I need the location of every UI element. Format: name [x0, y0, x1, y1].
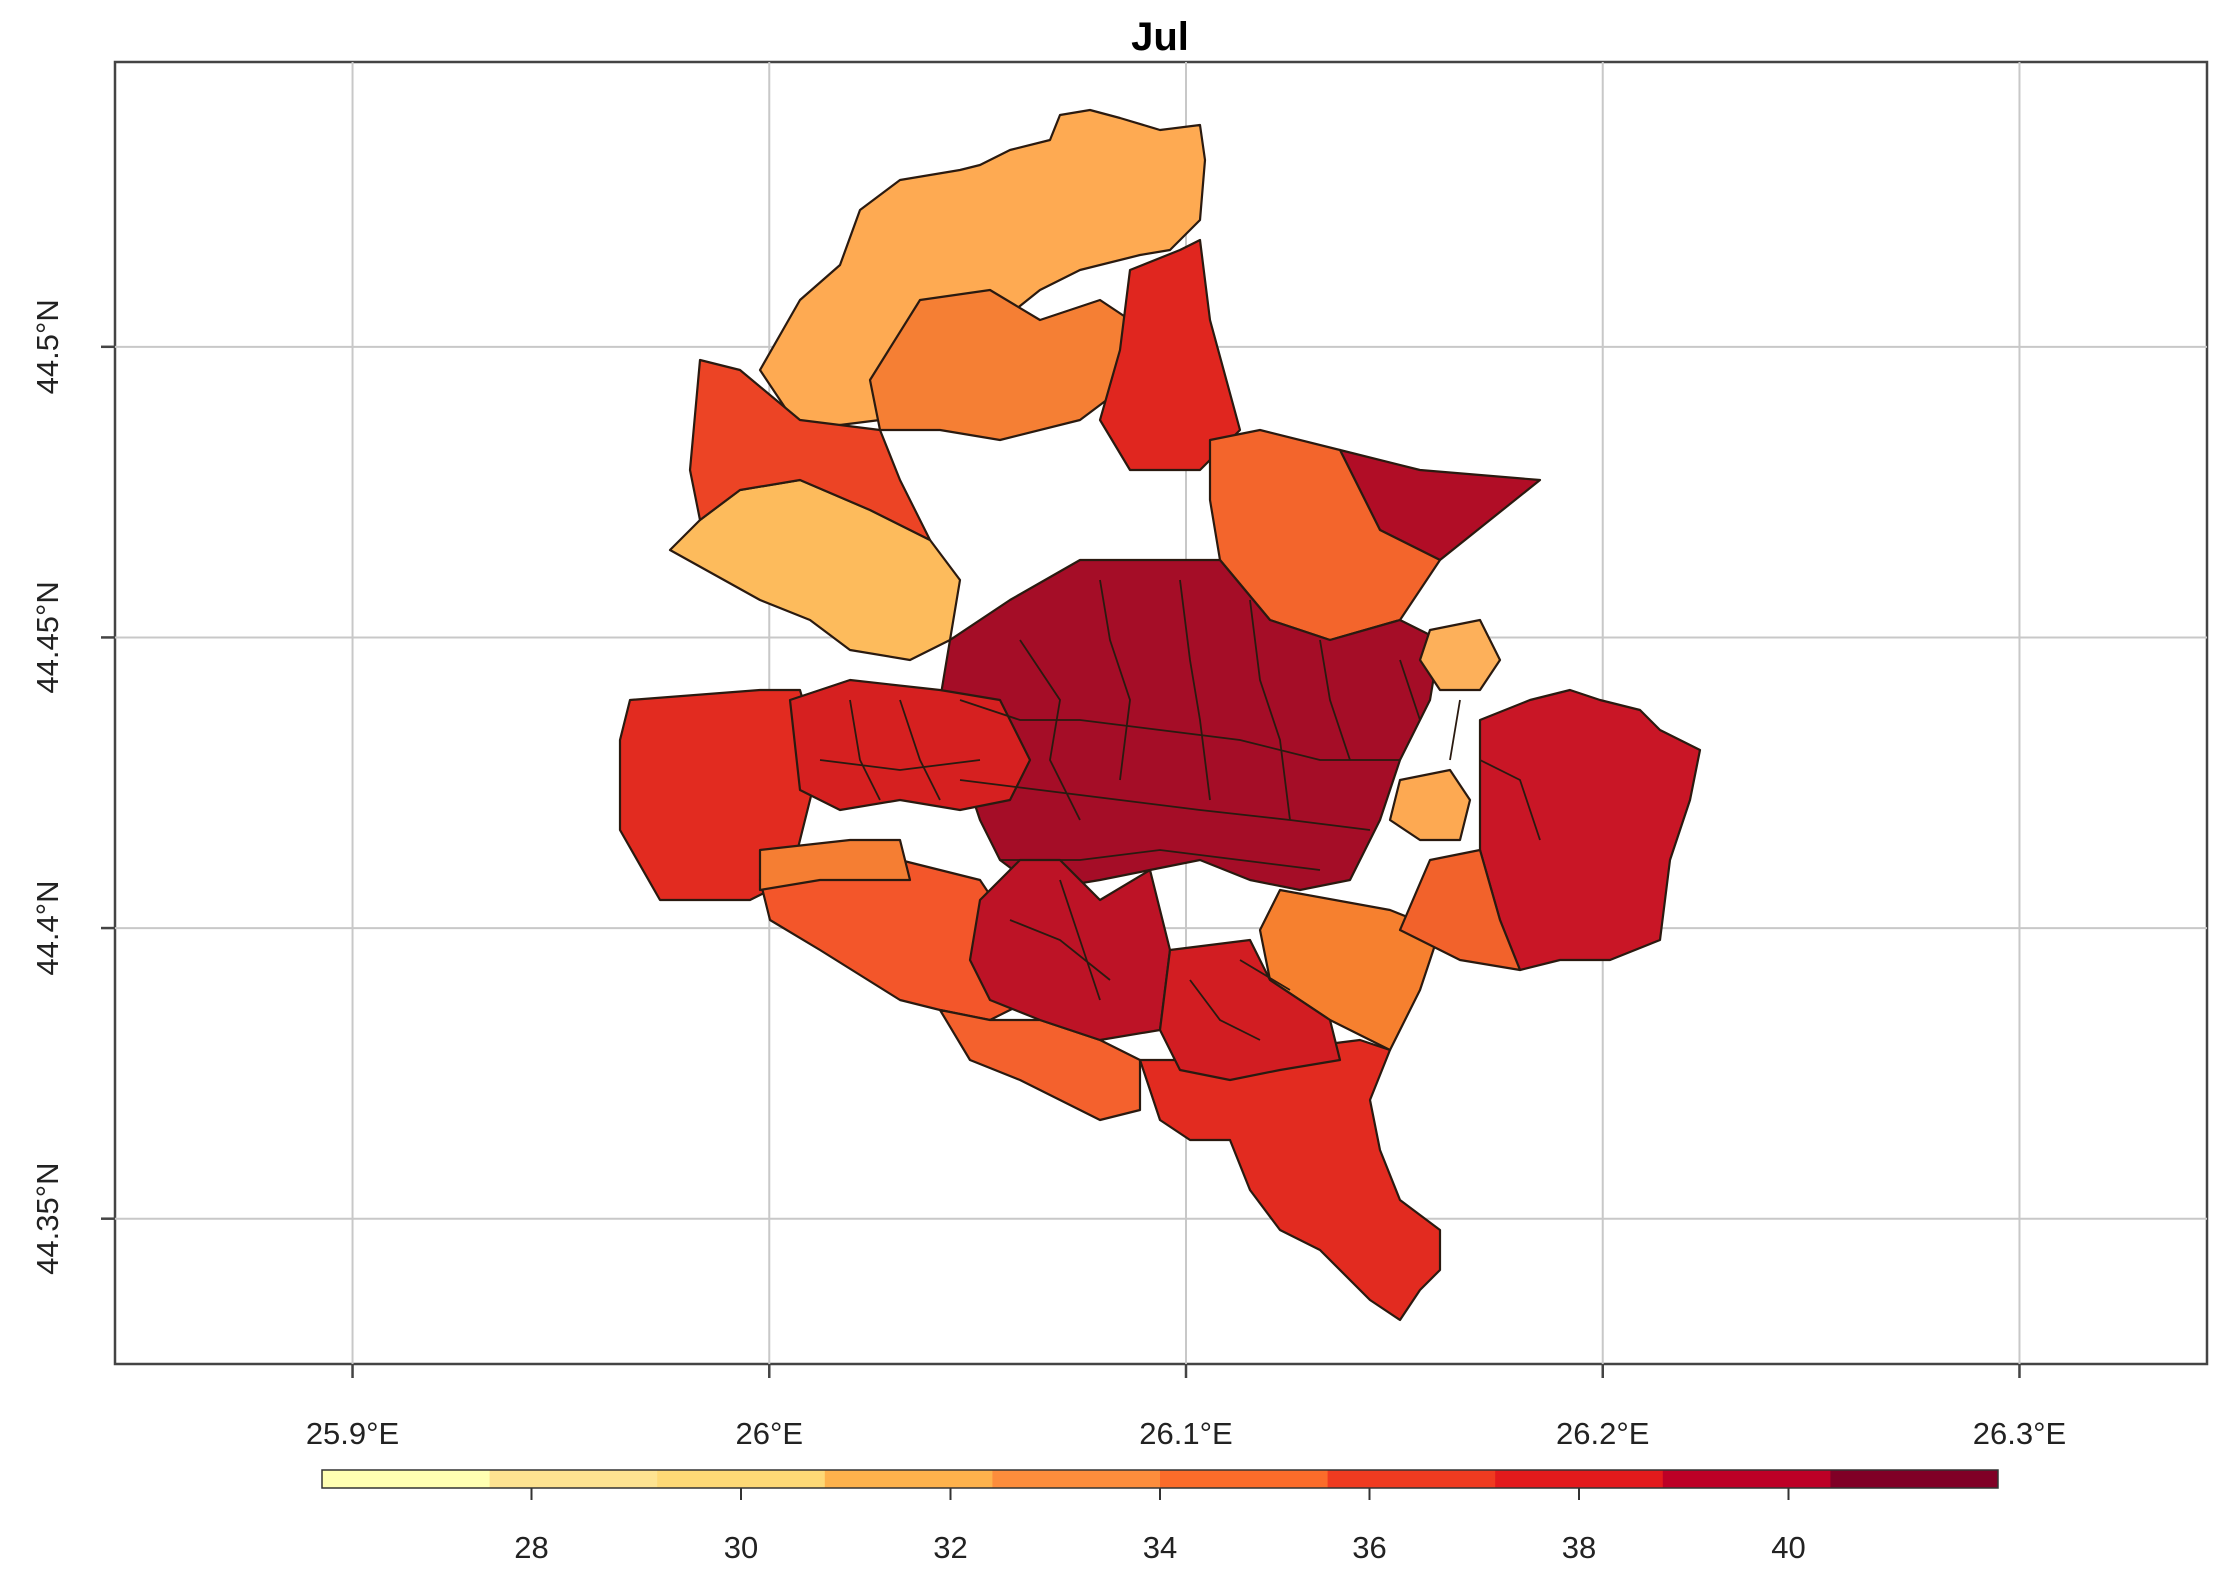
colorbar-tick-label: 34: [1143, 1530, 1177, 1565]
region-west-upper: [688, 358, 932, 542]
inner-boundaries: [819, 579, 1541, 1041]
x-tick-label: 26.2°E: [1556, 1416, 1649, 1451]
y-tick-label: 44.45°N: [30, 581, 65, 693]
y-tick-label: 44.5°N: [30, 299, 65, 394]
y-axis: 44.35°N 44.4°N 44.45°N 44.5°N: [30, 299, 115, 1275]
colorbar-tick-label: 30: [724, 1530, 758, 1565]
region-center: [938, 558, 1442, 892]
x-tick-label: 25.9°E: [306, 1416, 399, 1451]
x-tick-label: 26.1°E: [1139, 1416, 1232, 1451]
region-east-light-pocket: [1388, 768, 1472, 842]
colorbar-swatch: [1662, 1470, 1831, 1488]
colorbar: 28 30 32 34 36 38 40: [321, 1469, 1999, 1565]
colorbar-swatch: [1160, 1470, 1329, 1488]
region-northeast-light-pocket: [1418, 618, 1502, 692]
colorbar-swatch: [657, 1470, 826, 1488]
x-tick-label: 26°E: [735, 1416, 803, 1451]
colorbar-swatch: [824, 1470, 993, 1488]
colorbar-swatch: [489, 1470, 658, 1488]
region-south: [1138, 1038, 1442, 1322]
region-east-center: [1398, 848, 1522, 972]
x-tick-label: 26.3°E: [1973, 1416, 2066, 1451]
y-tick-label: 44.4°N: [30, 881, 65, 976]
map-title: Jul: [1131, 15, 1189, 59]
colorbar-tick-label: 40: [1771, 1530, 1805, 1565]
colorbar-tick-label: 38: [1562, 1530, 1596, 1565]
colorbar-tick-label: 28: [514, 1530, 548, 1565]
region-west-patchwork: [788, 678, 1032, 812]
region-southwest-strip: [758, 838, 912, 892]
colorbar-swatch: [1495, 1470, 1664, 1488]
colorbar-swatch: [992, 1470, 1161, 1488]
colorbar-tick-label: 32: [933, 1530, 967, 1565]
colorbar-swatch: [1327, 1470, 1496, 1488]
choropleth-map: [618, 108, 1702, 1322]
colorbar-tick-label: 36: [1352, 1530, 1386, 1565]
x-axis: 25.9°E 26°E 26.1°E 26.2°E 26.3°E: [306, 1364, 2066, 1451]
region-south-central: [1158, 938, 1342, 1082]
colorbar-swatch: [322, 1470, 491, 1488]
y-tick-label: 44.35°N: [30, 1163, 65, 1275]
colorbar-swatch: [1830, 1470, 1999, 1488]
